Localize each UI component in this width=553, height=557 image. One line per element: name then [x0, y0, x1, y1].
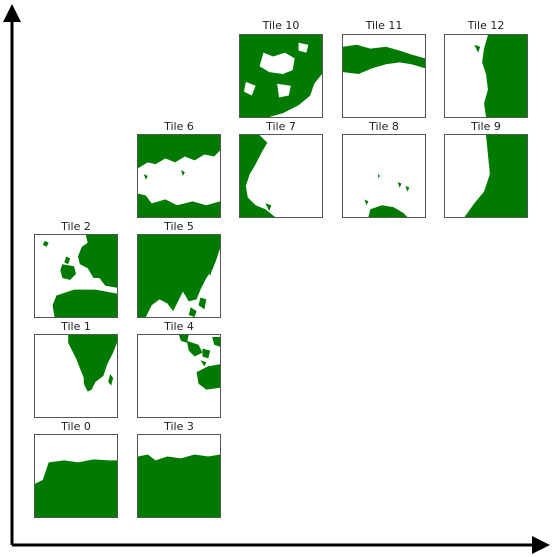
- tile-11-land: [343, 44, 425, 75]
- tile-10-map: [240, 35, 322, 117]
- tile-7-title: Tile 7: [266, 120, 296, 133]
- tile-4: [137, 334, 221, 418]
- tile-6-land-arctic: [138, 135, 220, 169]
- tile-8: [342, 134, 426, 218]
- tile-5-land-asia: [138, 235, 220, 317]
- tile-8-map: [364, 174, 410, 217]
- tile-0-title: Tile 0: [61, 420, 91, 433]
- tile-7-land: [240, 135, 276, 217]
- tile-5: [137, 234, 221, 318]
- tile-4-map: [179, 335, 220, 390]
- tile-12-map: [474, 35, 527, 117]
- tile-4-title: Tile 4: [164, 320, 194, 333]
- tile-1-title: Tile 1: [61, 320, 91, 333]
- tile-0: [34, 434, 118, 518]
- tile-7: [239, 134, 323, 218]
- tile-3-map: [138, 454, 220, 517]
- tile-1-map: [68, 335, 117, 392]
- tile-5-title: Tile 5: [164, 220, 194, 233]
- tile-9-title: Tile 9: [471, 120, 501, 133]
- tile-3-title: Tile 3: [164, 420, 194, 433]
- tile-5-map: [138, 235, 220, 317]
- tile-2-title: Tile 2: [61, 220, 91, 233]
- tile-0-land: [35, 459, 117, 517]
- tile-0-map: [35, 459, 117, 517]
- tile-3: [137, 434, 221, 518]
- tile-10-land: [240, 35, 322, 117]
- tile-8-title: Tile 8: [369, 120, 399, 133]
- tile-3-land: [138, 454, 220, 517]
- tile-12-land: [482, 35, 527, 117]
- tile-10: [239, 34, 323, 118]
- tile-8-land: [368, 205, 408, 217]
- tile-12-title: Tile 12: [467, 19, 505, 32]
- tile-4-land-australia: [196, 364, 220, 390]
- bottom-caption-cropped: [180, 548, 380, 557]
- tile-1: [34, 334, 118, 418]
- tile-2-land-africa: [52, 289, 117, 317]
- tile-11: [342, 34, 426, 118]
- tile-2: [34, 234, 118, 318]
- tile-12: [444, 34, 528, 118]
- tile-10-title: Tile 10: [262, 19, 300, 32]
- x-axis-arrowhead: [532, 536, 550, 554]
- tile-11-title: Tile 11: [365, 19, 403, 32]
- tile-1-land: [68, 335, 117, 392]
- tile-11-map: [343, 44, 425, 75]
- tile-6-map: [138, 135, 220, 217]
- tile-9-map: [464, 135, 527, 217]
- tile-9: [444, 134, 528, 218]
- tile-2-land-europe: [77, 235, 117, 288]
- y-axis-arrowhead: [3, 4, 21, 22]
- tile-9-land: [464, 135, 527, 217]
- tile-6: [137, 134, 221, 218]
- tile-2-map: [42, 235, 117, 317]
- tile-6-title: Tile 6: [164, 120, 194, 133]
- tile-7-map: [240, 135, 276, 217]
